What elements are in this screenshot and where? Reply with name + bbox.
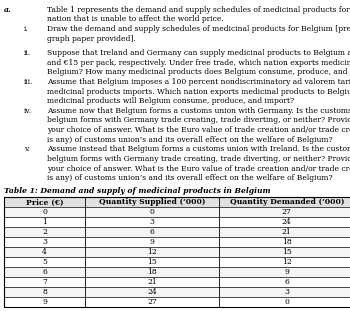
Text: is any) of customs union’s and its overall effect on the welfare of Belgium?: is any) of customs union’s and its overa… — [47, 174, 333, 182]
Bar — [4, 277, 350, 287]
Text: Table 1: Demand and supply of medicinal products in Belgium: Table 1: Demand and supply of medicinal … — [4, 187, 271, 195]
Text: 9: 9 — [285, 268, 289, 276]
Text: Draw the demand and supply schedules of medicinal products for Belgium [preferab: Draw the demand and supply schedules of … — [47, 25, 350, 33]
Text: Price (€): Price (€) — [26, 198, 63, 207]
Text: 1: 1 — [42, 218, 47, 226]
Text: 3: 3 — [284, 288, 289, 296]
Text: 15: 15 — [147, 258, 157, 266]
Text: 0: 0 — [42, 208, 47, 216]
Bar — [4, 197, 350, 207]
Text: 0: 0 — [150, 208, 154, 216]
Text: 24: 24 — [282, 218, 292, 226]
Text: 21: 21 — [147, 278, 157, 286]
Text: your choice of answer. What is the Euro value of trade creation and/or trade cre: your choice of answer. What is the Euro … — [47, 126, 350, 134]
Text: 9: 9 — [150, 238, 154, 246]
Text: Quantity Demanded (‘000): Quantity Demanded (‘000) — [230, 198, 344, 207]
Text: belgium forms with Germany trade creating, trade diverting, or neither? Provide : belgium forms with Germany trade creatin… — [47, 155, 350, 163]
Text: 18: 18 — [147, 268, 157, 276]
Text: 24: 24 — [147, 288, 157, 296]
Bar — [4, 227, 350, 237]
Bar — [4, 297, 350, 307]
Text: 27: 27 — [282, 208, 292, 216]
Text: 5: 5 — [42, 258, 47, 266]
Bar — [4, 207, 350, 217]
Text: v.: v. — [24, 146, 29, 153]
Text: belgium forms with Germany trade creating, trade diverting, or neither? Provide : belgium forms with Germany trade creatin… — [47, 117, 350, 124]
Text: Assume instead that Belgium forms a customs union with Ireland. Is the customs u: Assume instead that Belgium forms a cust… — [47, 146, 350, 153]
Text: 12: 12 — [282, 258, 292, 266]
Text: iv.: iv. — [24, 107, 32, 115]
Text: Assume now that Belgium forms a customs union with Germany. Is the customs union: Assume now that Belgium forms a customs … — [47, 107, 350, 115]
Text: and €15 per pack, respectively. Under free trade, which nation exports medicinal: and €15 per pack, respectively. Under fr… — [47, 59, 350, 67]
Text: 6: 6 — [42, 268, 47, 276]
Text: Suppose that Ireland and Germany can supply medicinal products to Belgium at a p: Suppose that Ireland and Germany can sup… — [47, 49, 350, 57]
Text: 12: 12 — [147, 248, 157, 256]
Text: 18: 18 — [282, 238, 292, 246]
Bar — [4, 217, 350, 227]
Text: ii.: ii. — [24, 49, 31, 57]
Text: 7: 7 — [42, 278, 47, 286]
Text: iii.: iii. — [24, 78, 33, 86]
Text: graph paper provided].: graph paper provided]. — [47, 35, 136, 43]
Text: 21: 21 — [282, 228, 292, 236]
Text: a.: a. — [4, 6, 12, 14]
Text: 0: 0 — [285, 298, 289, 306]
Bar — [4, 267, 350, 277]
Text: Table 1 represents the demand and supply schedules of medicinal products for Bel: Table 1 represents the demand and supply… — [47, 6, 350, 14]
Text: Assume that Belgium imposes a 100 percent nondiscriminatory ad valorem tariff on: Assume that Belgium imposes a 100 percen… — [47, 78, 350, 86]
Bar — [4, 247, 350, 257]
Text: 6: 6 — [150, 228, 154, 236]
Text: 27: 27 — [147, 298, 157, 306]
Text: is any) of customs union’s and its overall effect on the welfare of Belgium?: is any) of customs union’s and its overa… — [47, 136, 333, 144]
Text: 3: 3 — [42, 238, 47, 246]
Bar — [4, 237, 350, 247]
Text: medicinal products imports. Which nation exports medicinal products to Belgium? : medicinal products imports. Which nation… — [47, 88, 350, 95]
Bar — [4, 257, 350, 267]
Text: Quantity Supplied (‘000): Quantity Supplied (‘000) — [99, 198, 205, 207]
Text: 15: 15 — [282, 248, 292, 256]
Text: 4: 4 — [42, 248, 47, 256]
Text: 2: 2 — [42, 228, 47, 236]
Text: Belgium? How many medicinal products does Belgium consume, produce, and import?: Belgium? How many medicinal products doe… — [47, 68, 350, 76]
Bar — [4, 287, 350, 297]
Text: medicinal products will Belgium consume, produce, and import?: medicinal products will Belgium consume,… — [47, 97, 294, 105]
Text: nation that is unable to affect the world price.: nation that is unable to affect the worl… — [47, 15, 224, 23]
Text: your choice of answer. What is the Euro value of trade creation and/or trade cre: your choice of answer. What is the Euro … — [47, 165, 350, 173]
Text: i.: i. — [24, 25, 29, 33]
Bar — [4, 197, 350, 307]
Text: 9: 9 — [42, 298, 47, 306]
Text: 6: 6 — [285, 278, 289, 286]
Text: 8: 8 — [42, 288, 47, 296]
Text: 3: 3 — [149, 218, 155, 226]
